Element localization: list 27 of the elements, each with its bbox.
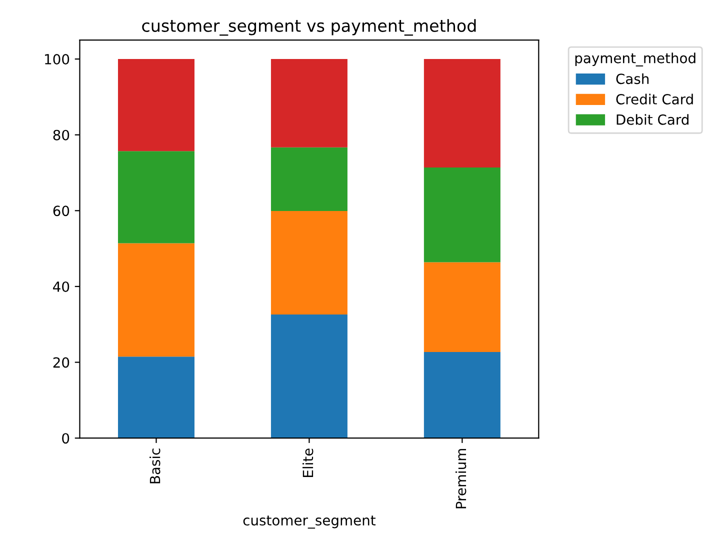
y-tick-label: 0 bbox=[62, 433, 70, 444]
bar bbox=[270, 314, 348, 438]
bar bbox=[424, 352, 500, 438]
bar bbox=[424, 59, 500, 168]
bar bbox=[118, 356, 194, 438]
bar bbox=[270, 211, 348, 315]
x-axis-title: customer_segment bbox=[243, 516, 376, 529]
x-tick-label: Premium bbox=[455, 449, 466, 508]
y-tick-label: 40 bbox=[53, 281, 70, 292]
bar bbox=[118, 151, 194, 244]
y-tick-label: 80 bbox=[53, 130, 70, 140]
legend-label: Cash bbox=[616, 73, 649, 84]
bar bbox=[424, 262, 500, 352]
legend-label: Debit Card bbox=[616, 114, 688, 125]
bar bbox=[118, 59, 194, 152]
y-tick-label: 20 bbox=[53, 357, 70, 368]
bar bbox=[270, 59, 348, 148]
y-tick-label: 100 bbox=[45, 54, 70, 65]
bar bbox=[118, 243, 194, 357]
y-tick-label: 60 bbox=[53, 206, 70, 216]
legend-label: Credit Card bbox=[616, 94, 693, 104]
bar bbox=[424, 167, 500, 262]
bar bbox=[270, 147, 348, 212]
x-tick-label: Elite bbox=[302, 448, 314, 477]
legend-title: payment_method bbox=[575, 52, 696, 66]
chart-title: customer_segment vs payment_method bbox=[142, 19, 476, 36]
x-tick-label: Basic bbox=[150, 448, 160, 484]
